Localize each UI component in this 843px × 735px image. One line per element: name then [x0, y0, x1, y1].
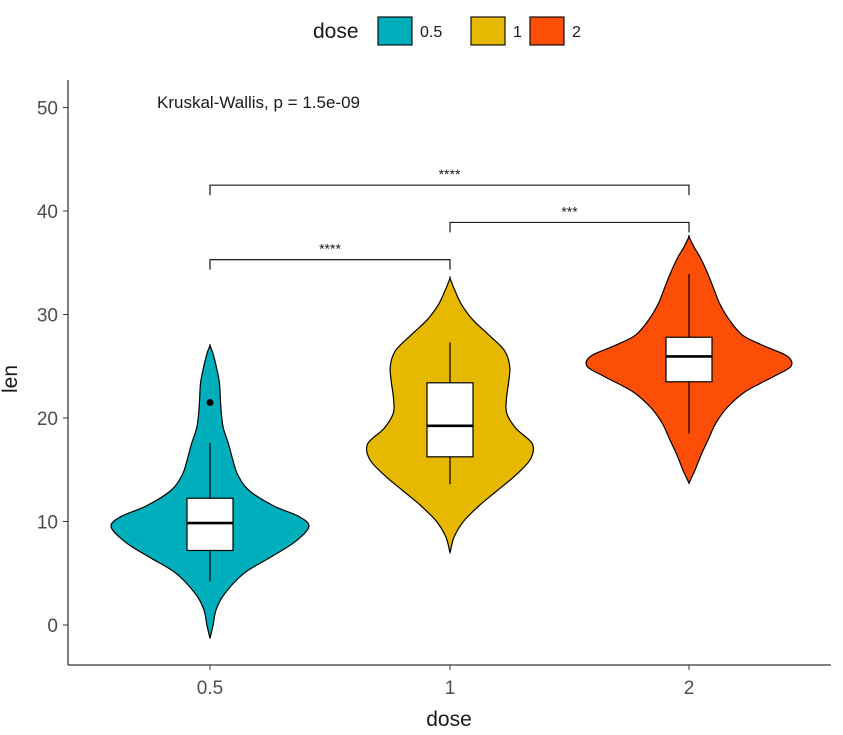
y-axis-ticks: 0 10 20 30 40 50 — [37, 99, 68, 637]
y-tick-label: 20 — [37, 409, 58, 430]
comparison-bracket — [449, 221, 690, 233]
legend-label: 1 — [513, 24, 522, 41]
comparison-bracket — [209, 259, 451, 270]
comparison-bracket — [209, 184, 690, 196]
y-tick-label: 30 — [37, 306, 58, 327]
y-tick-label: 50 — [37, 99, 58, 120]
legend-title: dose — [313, 20, 359, 43]
x-axis-ticks: 0.5 1 2 — [197, 665, 695, 699]
box-2 — [665, 336, 713, 383]
kruskal-wallis-annotation: Kruskal-Wallis, p = 1.5e-09 — [157, 93, 360, 112]
x-tick-label: 2 — [684, 678, 695, 699]
legend-key-2 — [529, 16, 565, 46]
legend-label: 0.5 — [420, 24, 442, 41]
outlier-point — [206, 398, 214, 406]
comparison-brackets-layer: *********** — [209, 166, 690, 270]
significance-label: **** — [319, 241, 341, 257]
x-tick-label: 0.5 — [197, 678, 223, 699]
legend: dose 0.5 1 2 — [313, 16, 581, 46]
legend-key-0.5 — [377, 16, 413, 46]
y-tick-label: 40 — [37, 202, 58, 223]
box-1 — [426, 382, 474, 458]
y-axis-title: len — [0, 365, 22, 393]
x-axis-title: dose — [426, 708, 472, 731]
x-tick-label: 1 — [445, 678, 456, 699]
y-tick-label: 10 — [37, 513, 58, 534]
boxplots-layer — [186, 274, 713, 582]
y-tick-label: 0 — [47, 616, 58, 637]
significance-label: *** — [561, 203, 578, 219]
significance-label: **** — [439, 166, 461, 182]
legend-label: 2 — [572, 24, 581, 41]
legend-key-1 — [470, 16, 506, 46]
